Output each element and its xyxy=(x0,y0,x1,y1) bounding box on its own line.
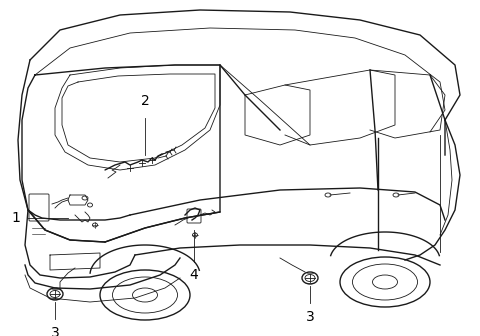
Text: 4: 4 xyxy=(190,268,198,282)
Text: 3: 3 xyxy=(306,310,314,324)
Ellipse shape xyxy=(50,291,60,297)
Text: 3: 3 xyxy=(50,326,60,336)
Ellipse shape xyxy=(100,270,190,320)
Ellipse shape xyxy=(192,233,197,237)
Ellipse shape xyxy=(93,223,97,227)
Ellipse shape xyxy=(305,275,315,282)
Text: 2: 2 xyxy=(141,94,149,108)
Ellipse shape xyxy=(393,193,399,197)
Text: 1: 1 xyxy=(11,211,20,225)
Ellipse shape xyxy=(47,288,63,300)
Ellipse shape xyxy=(82,196,88,200)
Ellipse shape xyxy=(302,272,318,284)
Ellipse shape xyxy=(340,257,430,307)
Ellipse shape xyxy=(325,193,331,197)
Ellipse shape xyxy=(87,203,93,207)
